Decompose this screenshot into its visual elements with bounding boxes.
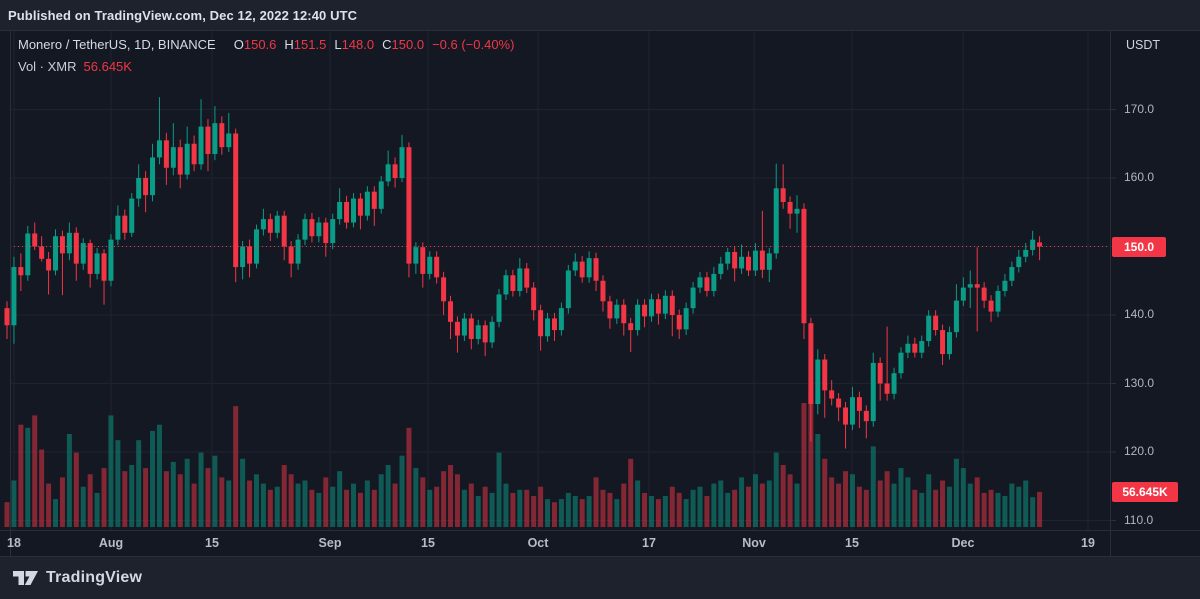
time-axis-label: 17 bbox=[642, 536, 656, 550]
volume-badge: 56.645K bbox=[1112, 481, 1178, 502]
last-price-badge: 150.0 bbox=[1112, 236, 1166, 257]
time-axis-label: 15 bbox=[845, 536, 859, 550]
footer: TradingView bbox=[0, 557, 1200, 599]
price-axis-label: 140.0 bbox=[1124, 307, 1155, 321]
price-axis-label: 170.0 bbox=[1124, 101, 1155, 116]
time-axis-label: Dec bbox=[951, 536, 975, 550]
time-axis-label: 15 bbox=[421, 536, 435, 550]
quote-currency-label: USDT bbox=[1126, 38, 1161, 52]
price-axis-label: 120.0 bbox=[1124, 444, 1155, 458]
time-axis-label: Sep bbox=[318, 536, 342, 550]
ohlc-number: 148.0 bbox=[341, 37, 375, 52]
price-axis-label: 130.0 bbox=[1124, 375, 1155, 390]
ohlc-number: 150.6 bbox=[243, 37, 277, 52]
tradingview-logo[interactable]: TradingView bbox=[12, 568, 142, 588]
ohlc-number: 151.5 bbox=[293, 37, 327, 52]
symbol-title: Monero / TetherUS, 1D, BINANCE bbox=[18, 37, 216, 52]
volume-label: Vol · XMR bbox=[18, 59, 77, 74]
ohlc-values: O150.6 H151.5 L148.0 C150.0 bbox=[226, 37, 424, 52]
time-axis-label: Aug bbox=[98, 536, 124, 550]
time-axis-label: 19 bbox=[1081, 536, 1095, 550]
price-axis[interactable]: USDT 150.0 56.645K 170.0160.0150.0140.01… bbox=[1110, 30, 1200, 530]
time-axis-label: Oct bbox=[527, 536, 549, 550]
legend-volume-row: Vol · XMR 56.645K bbox=[18, 59, 514, 74]
chart-legend: Monero / TetherUS, 1D, BINANCE O150.6 H15… bbox=[18, 37, 514, 81]
ohlc-letter: O bbox=[233, 37, 244, 52]
time-axis-label: 18 bbox=[7, 536, 21, 550]
published-bar: Published on TradingView.com, Dec 12, 20… bbox=[0, 0, 1200, 30]
price-axis-label: 160.0 bbox=[1124, 170, 1155, 184]
published-text: Published on TradingView.com, Dec 12, 20… bbox=[8, 7, 358, 23]
tradingview-logo-icon bbox=[13, 571, 38, 585]
ohlc-letter: H bbox=[284, 37, 294, 52]
volume-value: 56.645K bbox=[83, 59, 132, 74]
tradingview-logo-text: TradingView bbox=[46, 569, 143, 586]
change-value: −0.6 (−0.40%) bbox=[432, 37, 515, 52]
price-axis-label: 110.0 bbox=[1124, 512, 1154, 527]
ohlc-letter: C bbox=[382, 37, 392, 52]
time-axis-label: 15 bbox=[205, 536, 219, 550]
legend-symbol-row: Monero / TetherUS, 1D, BINANCE O150.6 H15… bbox=[18, 37, 514, 52]
time-axis-label: Nov bbox=[742, 536, 766, 550]
ohlc-number: 150.0 bbox=[391, 37, 425, 52]
ohlc-letter: L bbox=[334, 37, 342, 52]
time-axis[interactable]: 18 Aug 15 Sep 15 Oct 17 Nov 15 Dec 19 bbox=[0, 530, 1200, 557]
